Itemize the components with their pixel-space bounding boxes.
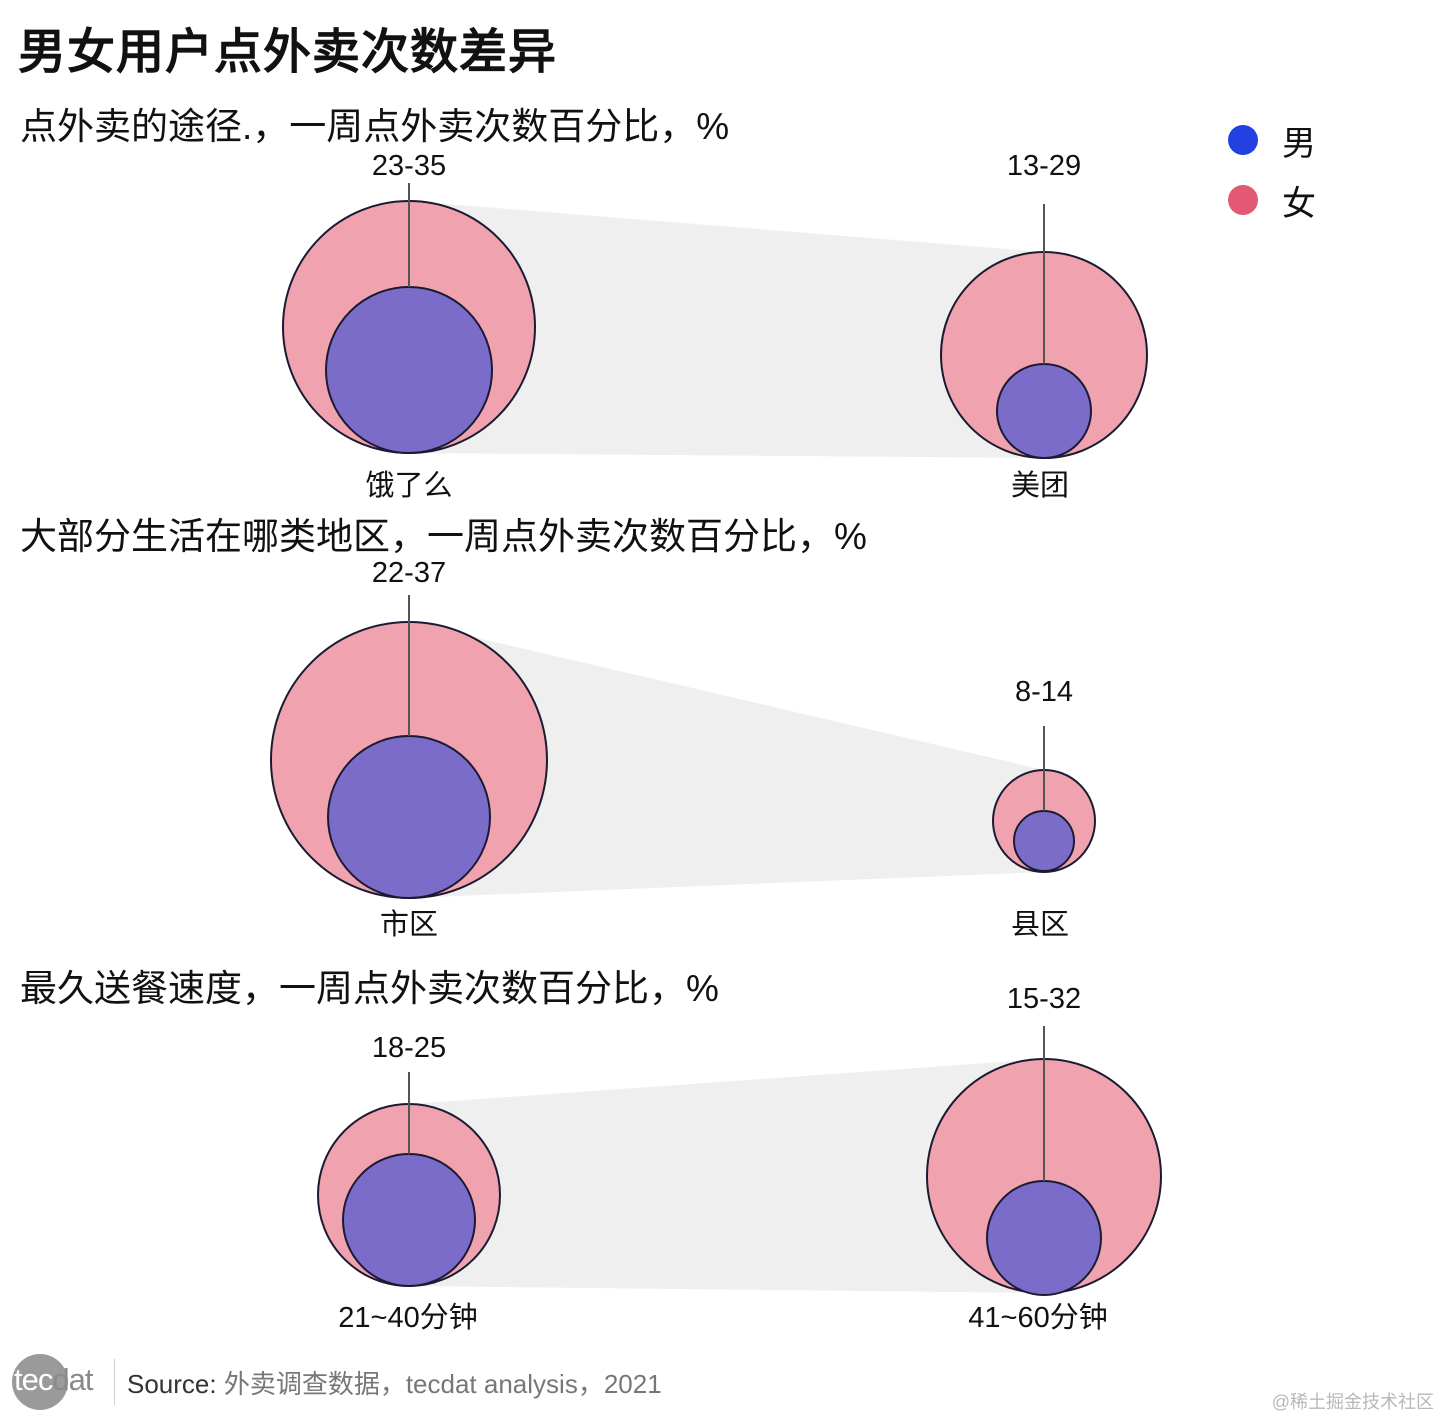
tecdat-logo: tecdat xyxy=(12,1354,112,1410)
bubble-male-county xyxy=(1013,810,1075,872)
legend-label-female: 女 xyxy=(1282,184,1316,223)
legend-item-female: 女 xyxy=(1228,170,1316,230)
footer: tecdat Source: 外卖调查数据，tecdat analysis，20… xyxy=(12,1354,662,1410)
value-label-eleme: 23-35 xyxy=(372,150,446,182)
source-text: 外卖调查数据，tecdat analysis，2021 xyxy=(216,1368,662,1399)
category-label-county: 县区 xyxy=(1011,909,1069,941)
source-note: Source: 外卖调查数据，tecdat analysis，2021 xyxy=(127,1364,662,1401)
female-dot-icon xyxy=(1228,185,1258,215)
male-dot-icon xyxy=(1228,125,1258,155)
bubble-male-city xyxy=(327,735,491,899)
logo-text-a: tec xyxy=(14,1362,53,1397)
panel-title-channel: 点外卖的途径.，一周点外卖次数百分比，% xyxy=(20,106,730,147)
bubble-male-eleme xyxy=(325,286,493,454)
chart-title: 男女用户点外卖次数差异 xyxy=(18,26,558,79)
value-label-city: 22-37 xyxy=(372,557,446,589)
category-label-eleme: 饿了么 xyxy=(365,469,452,502)
category-label-city: 市区 xyxy=(380,908,438,941)
panel-title-delivery-time: 最久送餐速度，一周点外卖次数百分比，% xyxy=(20,968,719,1009)
value-label-county: 8-14 xyxy=(1015,676,1073,708)
panel-channel: 23-35 饿了么 13-29 美团 xyxy=(282,150,1148,502)
logo-circle-icon xyxy=(12,1354,68,1410)
panel-title-region: 大部分生活在哪类地区，一周点外卖次数百分比，% xyxy=(20,516,867,557)
category-label-21-40: 21~40分钟 xyxy=(338,1301,477,1334)
panel-region: 22-37 市区 8-14 县区 xyxy=(270,557,1096,941)
value-label-21-40: 18-25 xyxy=(372,1032,446,1064)
value-label-41-60: 15-32 xyxy=(1007,983,1081,1015)
source-label: Source: xyxy=(127,1368,217,1399)
footer-divider xyxy=(114,1359,115,1405)
watermark: @稀土掘金技术社区 xyxy=(1271,1392,1434,1412)
bubble-male-21-40 xyxy=(342,1153,476,1287)
legend-item-male: 男 xyxy=(1228,110,1316,170)
category-label-41-60: 41~60分钟 xyxy=(968,1301,1107,1334)
logo-text-b: dat xyxy=(52,1362,93,1397)
category-label-meituan: 美团 xyxy=(1011,469,1069,502)
legend-label-male: 男 xyxy=(1282,124,1316,163)
bubble-male-meituan xyxy=(996,363,1092,459)
bubble-male-41-60 xyxy=(986,1180,1102,1296)
panel-delivery-time: 18-25 21~40分钟 15-32 41~60分钟 xyxy=(317,983,1162,1334)
legend: 男 女 xyxy=(1228,110,1316,230)
connector-band xyxy=(409,1059,1044,1293)
value-label-meituan: 13-29 xyxy=(1007,150,1081,182)
connector-band xyxy=(409,201,1044,458)
connector-band xyxy=(409,622,1044,898)
